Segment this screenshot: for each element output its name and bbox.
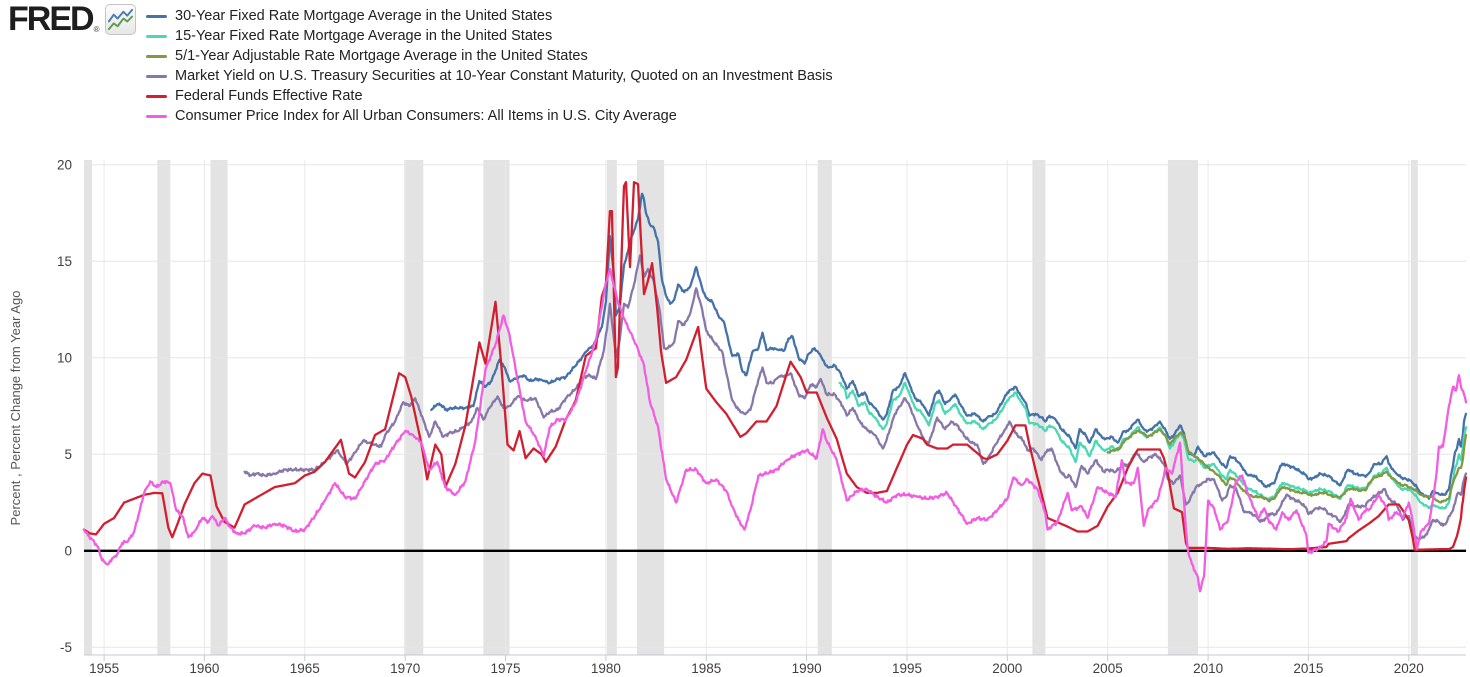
x-tick-label: 1955: [89, 661, 119, 676]
legend-item: Federal Funds Effective Rate: [146, 86, 833, 106]
series-line: [82, 181, 1468, 551]
fred-logo-text: FRED: [8, 0, 95, 38]
legend-line-swatch: [146, 54, 167, 58]
recession-band: [210, 160, 228, 655]
y-tick-label: -5: [60, 640, 72, 655]
x-tick-label: 1960: [189, 661, 219, 676]
x-tick-label: 1970: [390, 661, 420, 676]
recession-band: [606, 160, 617, 655]
recession-band: [1410, 160, 1418, 655]
x-tick-label: 2020: [1394, 661, 1424, 676]
series-line: [82, 267, 1468, 593]
fred-logo-registered-mark: ®: [93, 25, 100, 34]
x-tick-label: 1985: [691, 661, 721, 676]
y-tick-label: 5: [64, 447, 72, 462]
y-tick-label: 0: [64, 543, 72, 558]
x-tick-label: 2000: [992, 661, 1022, 676]
legend: 30-Year Fixed Rate Mortgage Average in t…: [146, 6, 833, 126]
y-axis-title: Percent , Percent Change from Year Ago: [8, 291, 23, 526]
legend-line-swatch: [146, 14, 167, 18]
legend-label: 15-Year Fixed Rate Mortgage Average in t…: [175, 28, 553, 44]
series-lines: [82, 181, 1468, 593]
legend-line-swatch: [146, 74, 167, 78]
fred-logo-sparkline-icon: [105, 4, 137, 35]
x-tick-label: 1975: [490, 661, 520, 676]
y-tick-label: 10: [57, 350, 72, 365]
x-tick-label: 1980: [591, 661, 621, 676]
x-tick-label: 2015: [1293, 661, 1323, 676]
axis-tick-labels: 1955 1960 1965 1970 1975 1980 1985 1990 1995 2000…: [57, 157, 1424, 676]
legend-line-swatch: [146, 34, 167, 38]
x-tick-label: 1965: [290, 661, 320, 676]
legend-line-swatch: [146, 94, 167, 98]
legend-label: Federal Funds Effective Rate: [175, 88, 363, 104]
x-tick-label: 1995: [892, 661, 922, 676]
y-tick-label: 20: [57, 157, 72, 172]
legend-label: 5/1-Year Adjustable Rate Mortgage Averag…: [175, 48, 588, 64]
legend-item: 15-Year Fixed Rate Mortgage Average in t…: [146, 26, 833, 46]
recession-band: [157, 160, 171, 655]
recession-band: [1167, 160, 1198, 655]
legend-item: 30-Year Fixed Rate Mortgage Average in t…: [146, 6, 833, 26]
legend-line-swatch: [146, 114, 167, 118]
x-tick-label: 2005: [1093, 661, 1123, 676]
legend-item: Market Yield on U.S. Treasury Securities…: [146, 66, 833, 86]
x-tick-label: 2010: [1193, 661, 1223, 676]
series-line: [430, 192, 1468, 500]
series-line: [1106, 428, 1468, 504]
legend-label: 30-Year Fixed Rate Mortgage Average in t…: [175, 8, 553, 24]
recession-band: [817, 160, 832, 655]
recession-band: [84, 160, 92, 655]
y-tick-label: 15: [57, 254, 72, 269]
legend-label: Market Yield on U.S. Treasury Securities…: [175, 68, 833, 84]
axes: [84, 549, 1466, 661]
legend-item: 5/1-Year Adjustable Rate Mortgage Averag…: [146, 46, 833, 66]
fred-logo[interactable]: FRED ®: [8, 0, 137, 38]
legend-label: Consumer Price Index for All Urban Consu…: [175, 108, 677, 124]
recession-band: [1032, 160, 1046, 655]
series-line: [243, 254, 1468, 541]
legend-item: Consumer Price Index for All Urban Consu…: [146, 106, 833, 126]
x-tick-label: 1990: [792, 661, 822, 676]
